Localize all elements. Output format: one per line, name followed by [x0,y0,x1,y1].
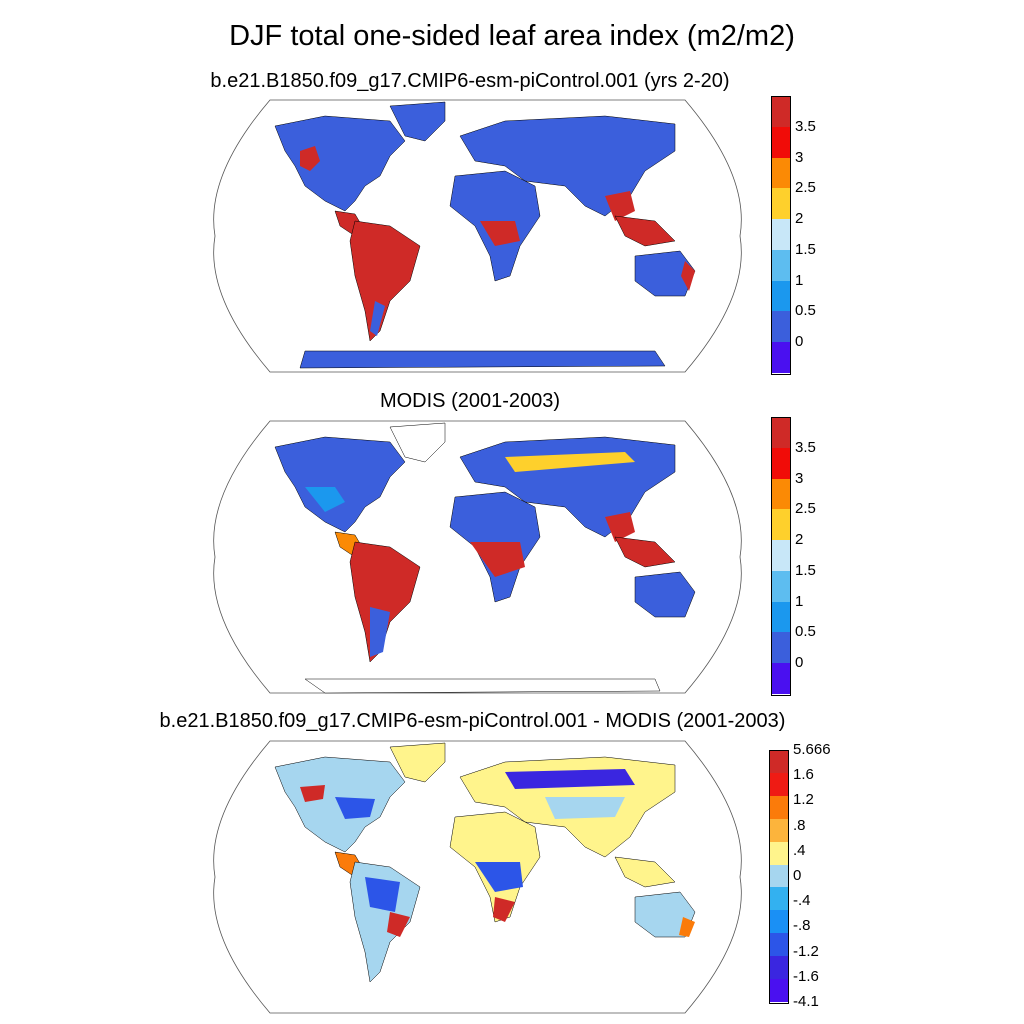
panel-3-title: b.e21.B1850.f09_g17.CMIP6-esm-piControl.… [159,710,786,732]
panel-3-map [213,740,742,1014]
colorbar-tick-label: -4.1 [793,993,819,1010]
colorbar-tick-label: 1 [795,271,804,289]
panel-1-colorbar: 3.5 3 2.5 2 1.5 1 0.5 0 [771,96,851,375]
colorbar-tick-label: 2.5 [795,500,816,518]
colorbar-tick-label: 1.5 [795,561,816,579]
south-america [349,220,421,342]
colorbar-tick-label: -1.6 [793,967,819,985]
panel-1-title: b.e21.B1850.f09_g17.CMIP6-esm-piControl.… [210,70,730,92]
colorbar-tick-label: .4 [793,841,806,859]
colorbar-tick-label: 2 [795,210,804,228]
colorbar-tick-label: 2 [795,531,804,549]
panel-3-colorbar: 5.666 1.6 1.2 .8 .4 0 -.4 -.8 -1.2 -1.6 -4.1 [769,742,849,1010]
colorbar-tick-label: 3.5 [795,438,816,456]
panel-1-map [213,99,742,373]
panel-2-title: MODIS (2001-2003) [379,390,561,412]
colorbar-tick-label: 3 [795,469,804,487]
colorbar-tick-label: 0 [793,867,802,884]
colorbar-tick-label: -.4 [793,892,811,910]
colorbar-frame [769,750,789,1004]
panel-2-colorbar: 3.5 3 2.5 2 1.5 1 0.5 0 [771,417,851,696]
australia [634,250,696,297]
colorbar-tick-label: -1.2 [793,942,819,960]
colorbar-frame [771,417,791,696]
north-america [274,115,406,212]
colorbar-frame [771,96,791,375]
colorbar-tick-label: 1.5 [795,240,816,258]
page-title: DJF total one-sided leaf area index (m2/… [229,20,795,52]
colorbar-tick-label: 3 [795,148,804,166]
antarctica [299,350,666,369]
colorbar-tick-label: 0 [795,333,804,351]
colorbar-tick-label: 0.5 [795,623,816,641]
colorbar-tick-label: -.8 [793,917,811,935]
colorbar-tick-label: 0 [795,654,804,672]
panel-2-map [213,420,742,694]
colorbar-tick-label: 3.5 [795,117,816,135]
colorbar-tick-label: 0.5 [795,302,816,320]
colorbar-tick-label: 5.666 [793,741,831,758]
colorbar-tick-label: 2.5 [795,179,816,197]
colorbar-tick-label: 1.6 [793,766,814,784]
greenland [389,101,446,142]
colorbar-tick-label: 1.2 [793,791,814,809]
colorbar-tick-label: .8 [793,816,806,834]
colorbar-tick-label: 1 [795,592,804,610]
